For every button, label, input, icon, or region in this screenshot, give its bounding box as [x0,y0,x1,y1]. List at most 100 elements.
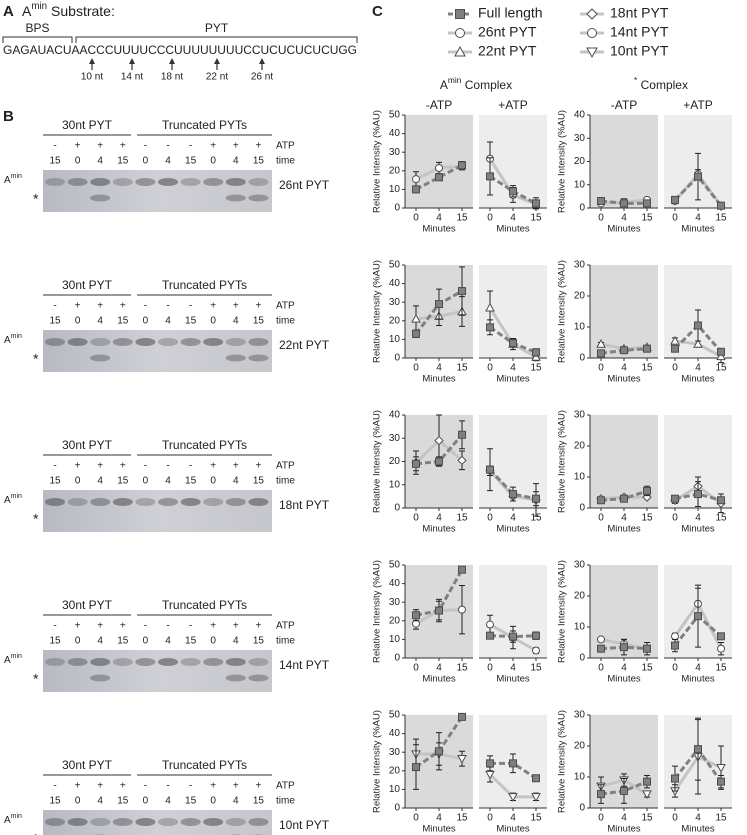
gel-band [158,818,178,826]
atp-symbol: + [75,301,81,312]
gel-band [158,338,178,346]
data-point [509,339,517,348]
x-tick-label: 15 [530,213,542,224]
y-tick-label: 20 [574,441,586,452]
gel-band [248,178,269,186]
row-label: time [276,156,295,167]
gel-image [43,650,272,692]
data-point [532,646,540,655]
gel-band [112,658,133,666]
y-tick-label: 10 [574,179,586,190]
gel-name: 18nt PYT [279,498,330,512]
time-label: 15 [253,796,265,807]
time-label: 15 [49,476,61,487]
gel-band [225,178,246,186]
gel-band [248,658,269,666]
x-tick-label: 4 [621,513,627,524]
gel-image [43,490,272,532]
column-title-rest: Complex [461,78,512,92]
y-tick-label: 0 [579,803,585,814]
cut-label: 22 nt [206,72,228,83]
y-axis-label: Relative Intensity (%AU) [372,260,383,363]
gel-band [45,338,65,346]
time-label: 4 [97,476,103,487]
y-tick-label: 30 [389,297,401,308]
time-label: 15 [253,636,265,647]
substrate-title: Amin Substrate: [22,1,115,19]
x-tick-label: 15 [530,513,542,524]
gel-band [67,178,88,186]
band-label-base: A [4,815,11,826]
data-point [643,199,651,208]
data-point [412,175,420,184]
data-point [643,777,651,786]
y-tick-label: 30 [574,560,586,571]
data-point [411,313,421,323]
row-label: ATP [276,781,295,792]
gel-band [203,178,224,186]
cut-arrowhead [214,58,220,64]
gel-band [158,498,178,506]
band-label: * [33,351,39,367]
x-tick-label: 4 [436,363,442,374]
region-label: BPS [25,21,49,35]
y-tick-label: 20 [574,741,586,752]
x-tick-label: 4 [510,213,516,224]
x-axis-label: Minutes [681,524,715,535]
gel-band [248,338,269,346]
band-label: Amin [4,813,22,825]
data-point [412,459,420,468]
y-axis-label: Relative Intensity (%AU) [372,110,383,213]
y-tick-label: 0 [394,803,400,814]
x-tick-label: 4 [621,663,627,674]
data-point [671,494,679,503]
gel-band [135,658,156,666]
data-point [486,172,494,181]
gel-band [248,818,269,826]
data-point [412,763,420,772]
time-label: 4 [233,316,239,327]
time-label: 4 [165,156,171,167]
gel-band [67,498,88,506]
x-tick-label: 0 [487,813,493,824]
cut-label: 14 nt [121,72,143,83]
time-label: 15 [185,636,197,647]
x-axis-label: Minutes [681,374,715,385]
data-point [670,335,680,345]
gel-band [225,354,246,362]
band-label: Amin [4,333,22,345]
y-axis-label: Relative Intensity (%AU) [372,410,383,513]
gel-name: 22nt PYT [279,338,330,352]
x-axis-label: Minutes [496,224,530,235]
y-tick-label: 10 [389,479,401,490]
data-point [597,635,605,644]
atp-symbol: + [97,141,103,152]
x-axis-label: Minutes [496,824,530,835]
gel-name: 14nt PYT [279,658,330,672]
gel-band [112,178,133,186]
x-tick-label: 4 [436,663,442,674]
y-tick-label: 20 [574,591,586,602]
atp-symbol: - [53,461,56,472]
y-tick-label: 50 [389,560,401,571]
x-tick-label: 15 [456,363,468,374]
data-point [457,455,467,466]
row-label: ATP [276,621,295,632]
x-tick-label: 15 [641,813,653,824]
y-tick-label: 30 [389,147,401,158]
y-tick-label: 0 [394,653,400,664]
time-label: 15 [253,156,265,167]
data-point [486,323,494,332]
atp-symbol: + [233,621,239,632]
gel-group-label: Truncated PYTs [162,758,247,772]
time-label: 15 [185,156,197,167]
gel-group-label: Truncated PYTs [162,598,247,612]
time-label: 15 [185,316,197,327]
data-point [694,745,702,754]
data-point [435,457,443,466]
y-tick-label: 30 [574,410,586,421]
data-point [532,199,540,208]
y-tick-label: 40 [389,578,401,589]
atp-symbol: - [144,301,147,312]
atp-symbol: - [166,141,169,152]
